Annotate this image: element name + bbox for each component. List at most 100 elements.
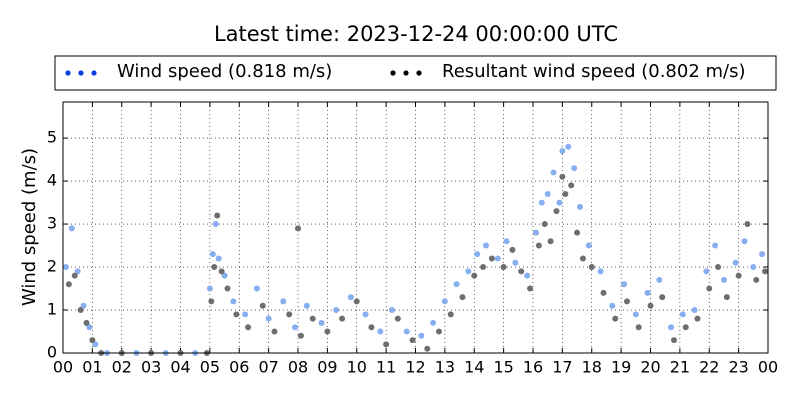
data-point [694,315,701,322]
data-point [532,229,539,236]
x-tick-label: 10 [347,358,367,377]
data-point [471,272,478,279]
x-tick-label: 03 [141,358,161,377]
x-tick-label: 19 [611,358,631,377]
data-point [71,272,78,279]
x-tick-label: 01 [82,358,102,377]
data-point [703,268,710,275]
x-tick-label: 14 [464,358,484,377]
data-point [656,276,663,283]
data-point [389,307,395,314]
data-point [568,182,575,189]
data-point [753,276,760,283]
data-point [253,285,260,292]
data-point [447,311,454,318]
data-point [706,285,713,292]
data-point [712,242,719,249]
data-point [259,302,266,309]
data-point [509,246,516,253]
data-point [559,147,566,154]
legend-marker [91,70,97,76]
chart-title: Latest time: 2023-12-24 00:00:00 UTC [214,22,618,46]
data-point [624,298,630,305]
data-point [535,242,542,249]
y-tick-label: 5 [47,128,57,147]
x-tick-label: 18 [582,358,602,377]
x-tick-label: 07 [258,358,278,377]
data-point [621,281,628,288]
data-point [574,229,581,236]
x-tick-label: 06 [229,358,249,377]
data-point [377,328,384,335]
data-point [553,208,560,215]
data-point [609,302,616,309]
data-point [77,307,84,314]
data-point [527,285,534,292]
data-point [292,324,299,331]
data-point [759,251,766,258]
data-point [286,311,293,318]
data-point [494,255,501,262]
data-point [212,221,219,228]
data-point [409,337,416,344]
data-point [612,315,619,322]
data-point [214,212,221,219]
legend-marker [403,70,409,76]
data-point [647,302,654,309]
x-tick-label: 15 [493,358,513,377]
data-point [524,272,531,279]
x-tick-label: 11 [376,358,396,377]
data-point [715,264,722,271]
data-point [303,302,310,309]
data-point [562,190,569,197]
data-point [424,345,431,352]
data-point [565,143,572,150]
data-point [577,203,583,210]
data-point [221,272,228,279]
data-point [453,281,460,288]
data-point [571,165,578,172]
x-tick-label: 02 [112,358,132,377]
data-point [480,264,487,271]
data-point [403,328,410,335]
x-tick-label: 08 [288,358,308,377]
legend-marker [65,70,71,76]
plot-area [63,102,768,353]
data-point [585,242,592,249]
data-point [735,272,742,279]
data-point [224,285,231,292]
x-tick-label: 00 [758,358,778,377]
data-point [68,225,75,232]
x-tick-label: 09 [317,358,337,377]
data-point [597,268,604,275]
data-point [436,328,442,335]
data-point [459,294,466,301]
data-point [488,255,495,262]
data-point [83,319,90,326]
data-point [394,315,401,322]
legend-marker [416,70,422,76]
data-point [538,199,545,206]
data-point [362,311,369,318]
data-point [62,264,69,271]
data-point [242,311,249,318]
y-tick-label: 2 [47,257,57,276]
data-point [86,324,93,331]
data-point [550,169,557,176]
data-point [215,255,222,262]
data-point [383,341,390,348]
x-tick-label: 16 [523,358,543,377]
x-tick-label: 22 [699,358,719,377]
x-tick-label: 00 [53,358,73,377]
data-point [579,255,586,262]
data-point [732,259,739,266]
data-point [635,324,642,331]
data-point [483,242,489,249]
plot-frame [62,101,769,354]
data-point [691,307,698,314]
data-point [418,332,425,339]
data-point [309,315,316,322]
data-point [80,302,87,309]
x-tick-label: 17 [552,358,572,377]
data-point [233,311,240,318]
